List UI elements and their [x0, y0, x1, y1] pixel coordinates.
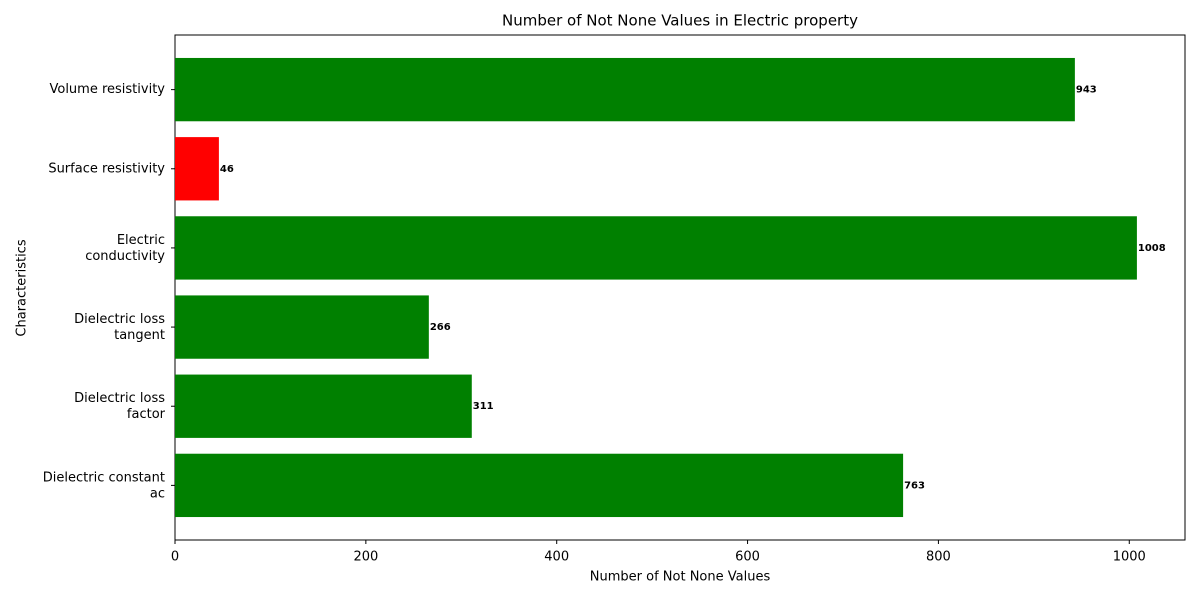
y-tick-label: Dielectric loss factor	[74, 391, 165, 422]
x-tick-label: 600	[735, 550, 760, 565]
bar	[175, 295, 429, 359]
y-axis-label: Characteristics	[15, 239, 30, 336]
y-tick-label: Dielectric constant ac	[43, 470, 165, 501]
bar	[175, 216, 1137, 280]
x-tick-label: 800	[926, 550, 951, 565]
bar	[175, 57, 1075, 122]
value-label: 943	[1076, 85, 1097, 96]
bar	[175, 374, 472, 438]
bar	[175, 453, 904, 518]
value-label: 266	[430, 322, 451, 333]
value-label: 311	[473, 401, 494, 412]
x-tick-label: 0	[171, 550, 179, 565]
bar	[175, 137, 219, 201]
y-tick-label: Electric conductivity	[85, 232, 165, 263]
value-label: 46	[220, 164, 234, 175]
x-tick-label: 400	[544, 550, 569, 565]
value-label: 1008	[1138, 243, 1166, 254]
x-tick-label: 200	[353, 550, 378, 565]
plot-frame	[174, 34, 1186, 541]
x-tick-label: 1000	[1113, 550, 1146, 565]
y-tick-label: Surface resistivity	[48, 161, 165, 176]
chart-title: Number of Not None Values in Electric pr…	[502, 12, 858, 30]
y-tick-label: Volume resistivity	[49, 82, 165, 97]
x-axis-label: Number of Not None Values	[590, 570, 771, 585]
y-tick-label: Dielectric loss tangent	[74, 312, 165, 343]
value-label: 763	[904, 480, 925, 491]
